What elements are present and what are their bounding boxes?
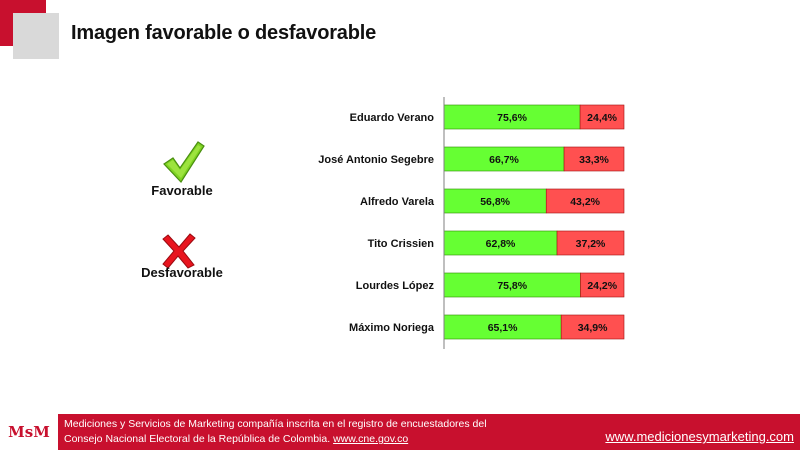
bar-unfavorable — [563, 146, 625, 172]
page-title: Imagen favorable o desfavorable — [71, 22, 377, 44]
data-label: 37,2% — [576, 238, 606, 250]
data-label: 56,8% — [480, 196, 510, 208]
data-label: 33,3% — [579, 154, 609, 166]
category-label: José Antonio Segebre — [318, 154, 434, 166]
data-label: 75,6% — [497, 112, 527, 124]
check-icon — [163, 141, 205, 183]
bar-unfavorable — [556, 230, 625, 256]
bar-favorable — [443, 314, 562, 340]
data-label: 65,1% — [488, 322, 518, 334]
footer-line-2-text: Consejo Nacional Electoral de la Repúbli… — [64, 433, 334, 445]
bar-favorable — [443, 230, 558, 256]
stacked-bar-chart: Eduardo Verano 75,6% 24,4% José Antonio Seg… — [318, 97, 625, 349]
cross-icon — [162, 233, 196, 269]
category-label: Eduardo Verano — [350, 112, 435, 124]
category-label: Máximo Noriega — [349, 322, 435, 334]
legend-unfavorable-label: Desfavorable — [141, 265, 223, 280]
data-label: 75,8% — [497, 280, 527, 292]
legend-favorable-label: Favorable — [151, 183, 213, 198]
data-label: 62,8% — [486, 238, 516, 250]
footer-bar: MsM Mediciones y Servicios de Marketing … — [0, 414, 800, 450]
data-label: 34,9% — [578, 322, 608, 334]
category-label: Tito Crissien — [368, 238, 435, 250]
category-label: Lourdes López — [356, 280, 435, 292]
category-label: Alfredo Varela — [360, 196, 435, 208]
cne-link[interactable]: www.cne.gov.co — [333, 433, 409, 445]
data-label: 66,7% — [489, 154, 519, 166]
bar-favorable — [443, 188, 547, 214]
data-label: 24,4% — [587, 112, 617, 124]
bar-favorable — [443, 146, 565, 172]
bar-unfavorable — [545, 188, 625, 214]
data-label: 24,2% — [587, 280, 617, 292]
bar-unfavorable — [560, 314, 625, 340]
brand-logo: MsM — [0, 414, 58, 450]
footer-line-2: Consejo Nacional Electoral de la Repúbli… — [64, 432, 534, 447]
footer-disclaimer: Mediciones y Servicios de Marketing comp… — [64, 417, 534, 447]
bar-unfavorable — [580, 272, 625, 298]
corner-accent-gray — [13, 13, 59, 59]
data-label: 43,2% — [570, 196, 600, 208]
footer-line-1: Mediciones y Servicios de Marketing comp… — [64, 418, 487, 430]
website-link[interactable]: www.medicionesymarketing.com — [605, 429, 794, 444]
bar-favorable — [443, 104, 581, 130]
bar-unfavorable — [579, 104, 625, 130]
